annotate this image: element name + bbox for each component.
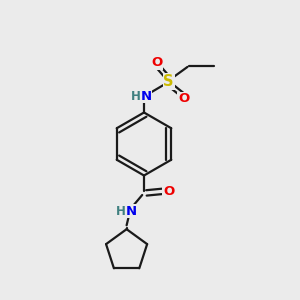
Text: O: O <box>178 92 189 105</box>
Text: N: N <box>125 205 137 218</box>
Text: O: O <box>152 56 163 69</box>
Text: S: S <box>163 74 174 89</box>
Text: N: N <box>140 89 152 103</box>
Text: H: H <box>131 89 140 103</box>
Text: O: O <box>163 185 174 198</box>
Text: H: H <box>116 205 126 218</box>
